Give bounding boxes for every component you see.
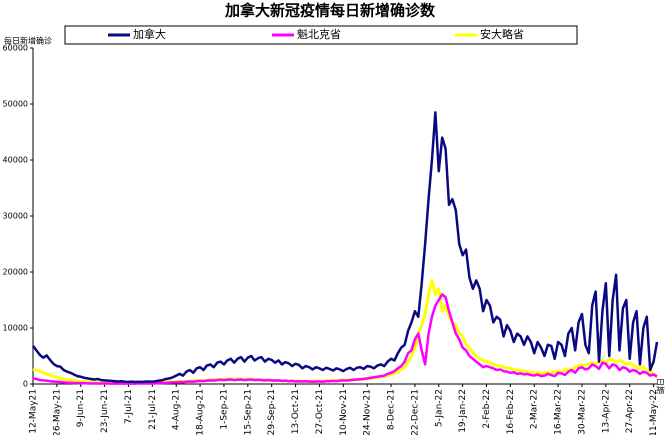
x-tick-label: 8-Dec-21 — [387, 389, 397, 430]
x-tick-label: 30-Mar-22 — [577, 389, 587, 435]
series-line — [32, 278, 658, 385]
x-tick-label: 19-Jan-22 — [458, 389, 468, 433]
y-tick-label: 0 — [23, 380, 28, 389]
x-tick-label: 16-Feb-22 — [506, 389, 516, 434]
series-line — [32, 111, 659, 384]
x-tick-label: 27-Oct-21 — [315, 389, 325, 434]
x-tick-label: 26-May-21 — [52, 389, 62, 435]
chart-title: 加拿大新冠疫情每日新增确诊数 — [224, 2, 436, 20]
x-tick-label: 11-May-22 — [649, 389, 659, 435]
x-tick-label: 18-Aug-21 — [196, 389, 206, 435]
legend-text: 魁北克省 — [297, 27, 341, 41]
legend-text: 安大略省 — [480, 27, 524, 41]
x-tick-label: 12-May21 — [29, 389, 39, 434]
x-tick-label: 9-Jun-21 — [76, 389, 86, 427]
y-tick-label: 50000 — [3, 100, 28, 109]
x-axis-title: 日期 — [656, 378, 665, 394]
x-tick-label: 22-Dec-21 — [410, 389, 420, 435]
x-tick-label: 29-Sep-21 — [267, 389, 277, 435]
x-tick-label: 13-Oct-21 — [291, 389, 301, 434]
x-tick-label: 13-Apr-22 — [601, 389, 611, 433]
y-tick-label: 30000 — [3, 212, 28, 221]
y-tick-label: 40000 — [3, 156, 28, 165]
y-axis-title: 每日新增确诊 — [4, 36, 52, 46]
y-tick-label: 10000 — [3, 324, 28, 333]
x-tick-label: 1-Sep-21 — [219, 389, 229, 430]
x-tick-label: 21-Jul-21 — [148, 389, 158, 430]
x-tick-label: 24-Nov-21 — [363, 389, 373, 435]
x-tick-label: 7-Jul-21 — [124, 389, 134, 424]
legend-text: 加拿大 — [133, 27, 166, 41]
x-tick-label: 15-Sep-21 — [243, 389, 253, 435]
x-tick-label: 27-Apr-22 — [625, 389, 635, 433]
legend-box — [64, 25, 578, 45]
x-tick-label: 10-Nov-21 — [339, 389, 349, 435]
y-tick-label: 60000 — [3, 44, 28, 53]
x-tick-label: 2-Mar-22 — [530, 389, 540, 429]
x-tick-label: 23-Jun-21 — [100, 389, 110, 433]
y-tick-label: 20000 — [3, 268, 28, 277]
x-tick-label: 4-Aug-21 — [172, 389, 182, 430]
x-tick-label: 16-Mar-22 — [554, 389, 564, 435]
x-tick-label: 5-Jan-22 — [434, 389, 444, 427]
series-line — [32, 293, 658, 385]
x-tick-label: 2-Feb-22 — [482, 389, 492, 429]
